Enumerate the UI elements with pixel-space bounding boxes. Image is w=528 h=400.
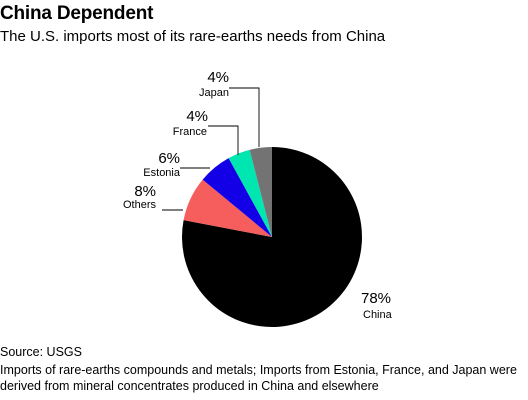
category-label-japan: Japan <box>199 87 229 99</box>
chart-subtitle: The U.S. imports most of its rare-earths… <box>0 28 386 45</box>
category-label-china: China <box>363 309 393 321</box>
data-label-estonia: 6% <box>158 150 180 167</box>
pie-slice-estonia <box>202 158 272 237</box>
chart-title: China Dependent <box>0 3 154 24</box>
category-label-estonia: Estonia <box>143 167 181 179</box>
pie-slice-japan <box>249 147 272 237</box>
data-label-france: 4% <box>186 108 208 125</box>
data-label-others: 8% <box>134 183 156 200</box>
pie-slice-china <box>181 147 362 327</box>
chart-note: Imports of rare-earths compounds and met… <box>0 363 517 393</box>
category-label-others: Others <box>123 199 157 211</box>
category-label-france: France <box>173 126 207 138</box>
leader-line-france <box>208 125 239 155</box>
data-label-china: 78% <box>361 290 391 307</box>
data-label-japan: 4% <box>207 69 229 86</box>
chart-source: Source: USGS <box>0 345 82 359</box>
pie-slice-france <box>228 149 272 237</box>
pie-slice-others <box>183 179 272 237</box>
leader-line-japan <box>229 87 260 147</box>
